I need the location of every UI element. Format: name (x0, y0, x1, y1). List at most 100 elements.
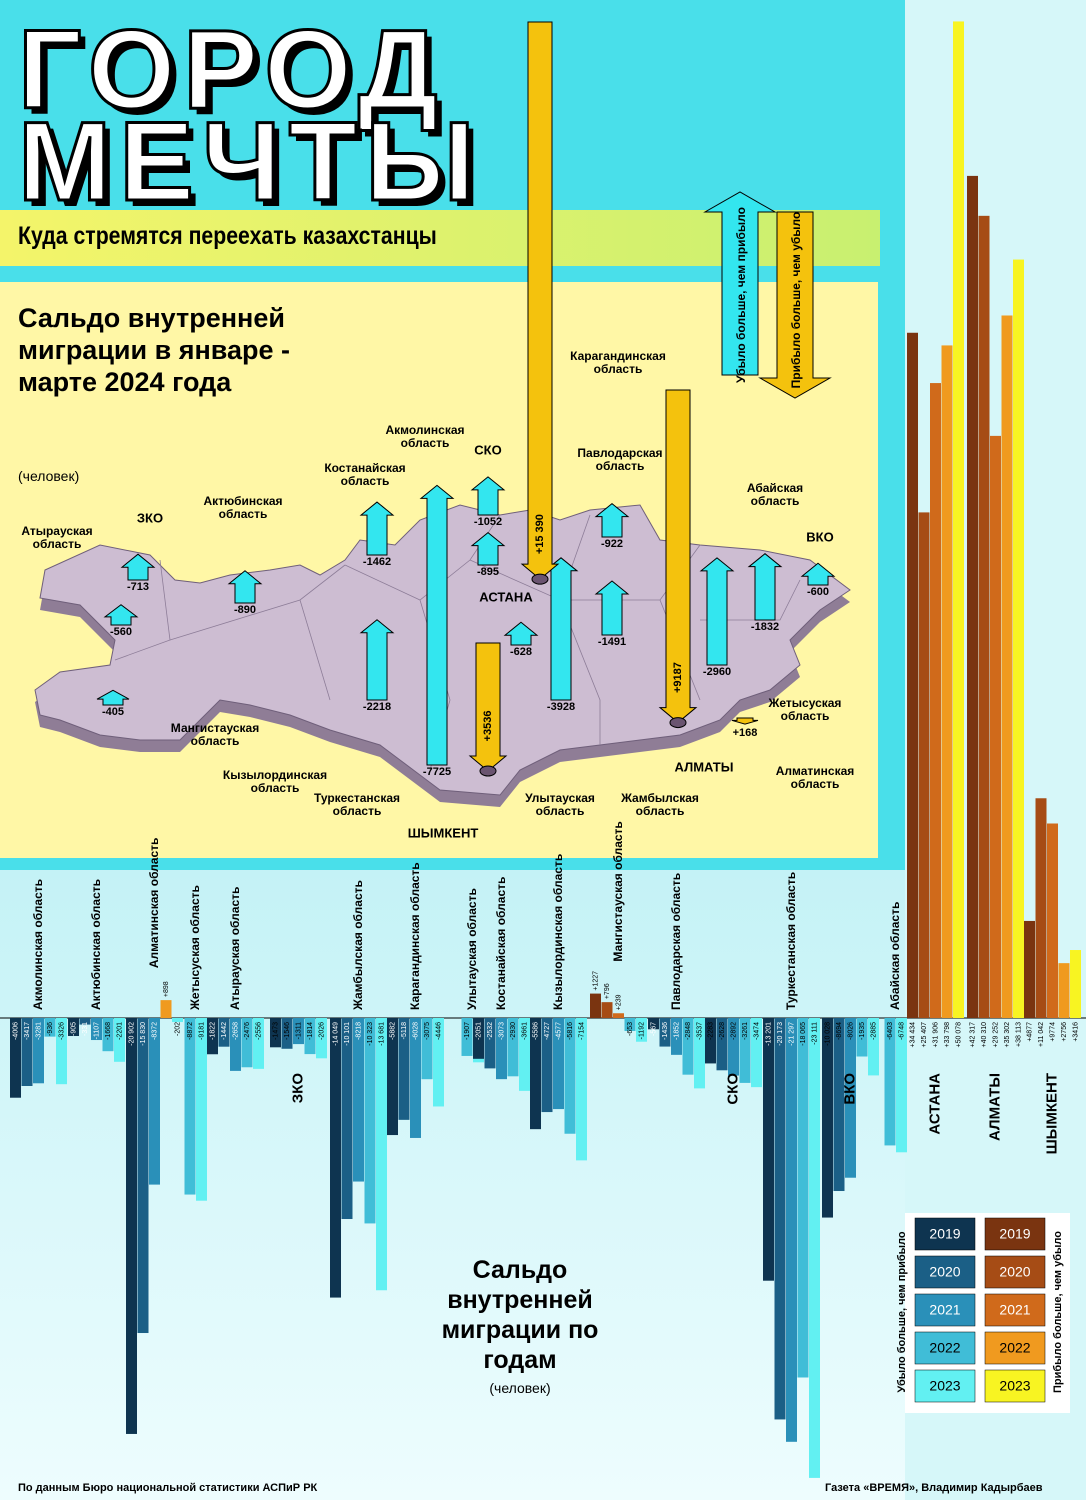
arrow-down (520, 21, 560, 580)
bar (822, 1018, 833, 1218)
arrow-label: -7725 (423, 766, 451, 778)
arrow-label: -2960 (703, 666, 731, 678)
bar (1070, 950, 1081, 1018)
bar-label: -23 111 (812, 1022, 819, 1045)
bar (68, 1018, 79, 1037)
arrow-label: +168 (733, 727, 758, 739)
city-name: ВКО (806, 529, 834, 545)
title-line: ГОРОД (17, 7, 446, 132)
region-name: Акмолинская область (385, 423, 465, 450)
bar (387, 1018, 398, 1136)
group-label: АСТАНА (927, 1073, 944, 1135)
arrow-label: -1462 (363, 556, 391, 568)
group-label: Абайская область (888, 902, 902, 1010)
bar-label: +29 252 (993, 1022, 1000, 1048)
bar-label: -4577 (556, 1022, 563, 1040)
bar (659, 1018, 671, 1047)
bar (496, 1018, 507, 1080)
bar (907, 332, 918, 1018)
bar-label: -2848 (685, 1022, 692, 1040)
arrow-up (800, 562, 836, 586)
legend-swatch (914, 1255, 976, 1289)
arrow-label: -628 (510, 646, 532, 658)
arrow-label: -895 (477, 566, 499, 578)
region-name: Мангистауская область (170, 721, 260, 748)
bar-label: -13 681 (379, 1022, 386, 1046)
bar-label: -2556 (256, 1022, 263, 1040)
region-name: Павлодарская область (577, 446, 663, 473)
bar (624, 1018, 636, 1031)
bar-label: -8218 (356, 1022, 363, 1040)
bar-label: -13 201 (766, 1022, 773, 1046)
bar-label: -8026 (848, 1022, 855, 1040)
bar-label: -2026 (319, 1022, 326, 1040)
bar (137, 1018, 149, 1334)
bar (33, 1018, 44, 1084)
bar (79, 1018, 91, 1025)
bar (990, 435, 1001, 1018)
arrow-down (658, 389, 698, 724)
bar (10, 1018, 21, 1098)
bar (694, 1018, 705, 1089)
bar-label: -1107 (94, 1022, 101, 1039)
bar-label: +9774 (1050, 1022, 1057, 1042)
bar (613, 1013, 624, 1018)
bar (671, 1018, 682, 1055)
bar-label: +34 434 (910, 1022, 917, 1048)
bar (473, 1018, 484, 1059)
bar-label: -4006 (13, 1022, 20, 1040)
arrow-label: -560 (110, 626, 132, 638)
legend-label: 2023 (929, 1378, 960, 1394)
bar (967, 175, 978, 1018)
bar-label: -4727 (544, 1022, 551, 1040)
legend-label: 2020 (999, 1264, 1030, 1280)
bar (376, 1018, 387, 1291)
group-label: Акмолинская область (31, 879, 45, 1010)
bar-label: -3537 (697, 1022, 704, 1040)
bar-label: -4446 (436, 1022, 443, 1040)
legend-swatch (984, 1293, 1046, 1327)
bar (91, 1018, 102, 1041)
bar-label: -3326 (59, 1022, 66, 1040)
arrow-up (227, 570, 263, 604)
arrow-label: -1491 (598, 636, 626, 648)
bar (797, 1018, 809, 1378)
arrow-up (103, 604, 139, 626)
legend-label: 2022 (929, 1340, 960, 1356)
legend-label: 2019 (999, 1226, 1030, 1242)
bar-label: +11 042 (1038, 1022, 1045, 1047)
bar (353, 1018, 364, 1182)
bar (21, 1018, 33, 1086)
bar-label: -21 297 (789, 1022, 796, 1046)
bar-label: -1436 (662, 1022, 669, 1040)
bar (845, 1018, 856, 1178)
group-label: Карагандинская область (408, 862, 422, 1010)
arrow-label: -3928 (547, 701, 575, 713)
bar (1013, 259, 1024, 1019)
bar (530, 1018, 541, 1130)
bar (953, 21, 964, 1018)
city-name: АЛМАТЫ (674, 759, 734, 775)
legend-text: Прибыло больше, чем убыло (789, 212, 803, 389)
bar (601, 1002, 613, 1018)
arrow-up (699, 557, 735, 666)
bar-label: -6403 (887, 1022, 894, 1040)
bar (896, 1018, 907, 1153)
bar (126, 1018, 137, 1434)
bar (114, 1018, 125, 1062)
bar-label: -1907 (464, 1022, 471, 1040)
city-dot (479, 765, 497, 777)
bar (1001, 315, 1013, 1018)
bar (316, 1018, 327, 1059)
bar-label: +38 113 (1016, 1022, 1023, 1047)
bar-label: +25 407 (921, 1022, 928, 1048)
region-name: Алматинская область (775, 764, 855, 791)
bar (564, 1018, 576, 1134)
bar (751, 1018, 762, 1088)
bar-label: -331 (82, 1022, 89, 1036)
bar-label: -10 323 (367, 1022, 374, 1046)
bar-label: -936 (47, 1022, 54, 1036)
bar-label: -1668 (105, 1022, 112, 1040)
bar-label: -1473 (273, 1022, 280, 1040)
arrow-up (594, 580, 630, 636)
